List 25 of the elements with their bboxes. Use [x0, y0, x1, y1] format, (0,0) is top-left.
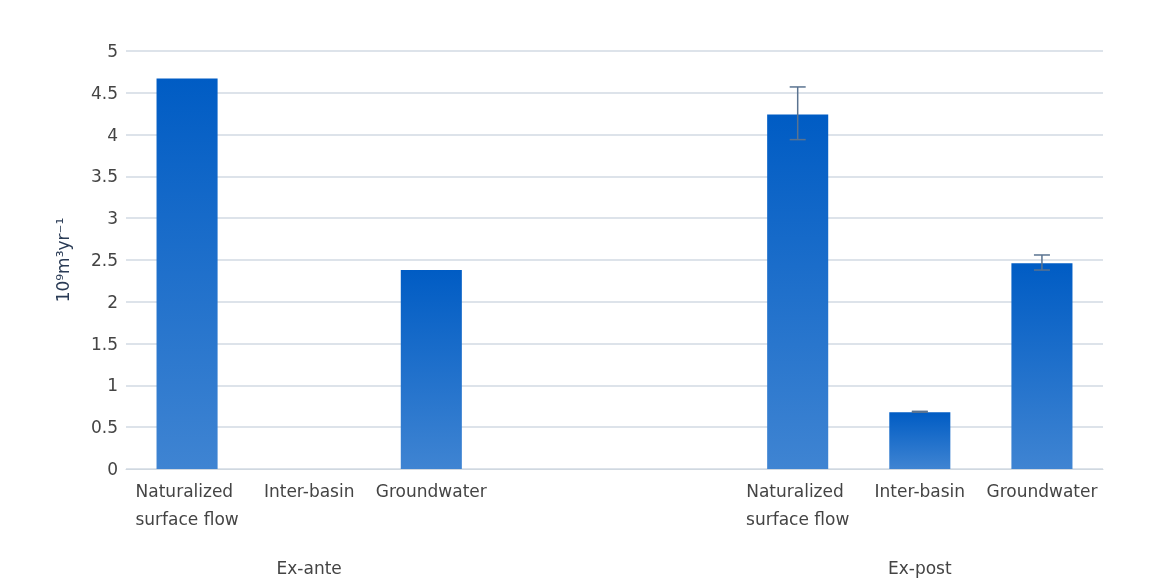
x-tick-label: Naturalized surface flow — [135, 481, 239, 529]
x-tick-label: Groundwater — [986, 481, 1098, 501]
y-tick-label: 3 — [107, 208, 118, 229]
bar — [767, 114, 829, 469]
y-tick-label: 0 — [107, 459, 118, 479]
y-tick-label: 4 — [107, 124, 118, 145]
y-tick-label: 5 — [107, 41, 118, 61]
y-tick-label: 4.5 — [90, 82, 118, 103]
y-tick-label: 1.5 — [90, 333, 118, 354]
y-tick-label: 1 — [107, 375, 118, 396]
x-tick-label: Inter-basin — [874, 481, 966, 501]
x-tick-label: Groundwater — [375, 481, 487, 501]
x-tick-label: Naturalized surface flow — [746, 481, 850, 529]
x-tick-label: Inter-basin — [263, 481, 355, 501]
text: Ex-post — [887, 558, 952, 578]
y-axis-title: 10⁹m³yr⁻¹ — [52, 217, 73, 303]
bar — [889, 412, 951, 469]
y-tick-label: 2.5 — [90, 250, 118, 270]
y-tick-label: 2 — [107, 291, 118, 312]
y-tick-label: 3.5 — [90, 166, 118, 187]
bar — [1011, 263, 1073, 469]
text: Ex-ante — [276, 558, 342, 578]
y-tick-label: 0.5 — [90, 417, 118, 438]
bar — [156, 78, 218, 469]
bar — [400, 270, 462, 469]
